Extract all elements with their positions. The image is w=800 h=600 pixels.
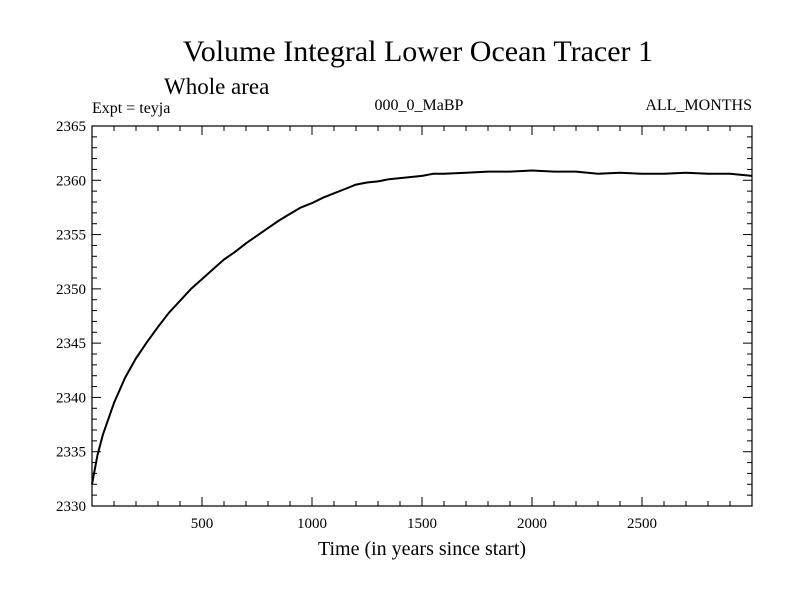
x-tick-label: 2500 (627, 516, 657, 532)
series-layer (91, 169, 753, 485)
y-tick-label: 2360 (56, 173, 86, 189)
y-tick-label: 2350 (56, 282, 86, 298)
chart-subtitle: Whole area (164, 74, 269, 99)
experiment-label: Expt = teyja (92, 100, 170, 117)
period-label: 000_0_MaBP (375, 97, 464, 114)
y-tick-label: 2365 (56, 119, 86, 135)
y-tick-label: 2340 (56, 390, 86, 406)
axis-tick-labels: 500 1000 1500 2000 2500 2330 2335 2340 2345 2350 2… (56, 119, 657, 532)
x-tick-label: 1000 (297, 516, 327, 532)
chart-title: Volume Integral Lower Ocean Tracer 1 (183, 35, 653, 68)
y-tick-label: 2330 (56, 499, 86, 515)
y-tick-label: 2335 (56, 445, 86, 461)
y-tick-label: 2345 (56, 336, 86, 352)
plot-area-frame (91, 125, 753, 507)
x-tick-label: 2000 (517, 516, 547, 532)
months-label: ALL_MONTHS (645, 97, 752, 114)
x-tick-label: 1500 (407, 516, 437, 532)
y-tick-label: 2355 (56, 228, 86, 244)
axis-ticks (92, 126, 752, 506)
series-line (91, 169, 753, 485)
x-axis-label: Time (in years since start) (318, 538, 526, 560)
x-tick-label: 500 (191, 516, 214, 532)
